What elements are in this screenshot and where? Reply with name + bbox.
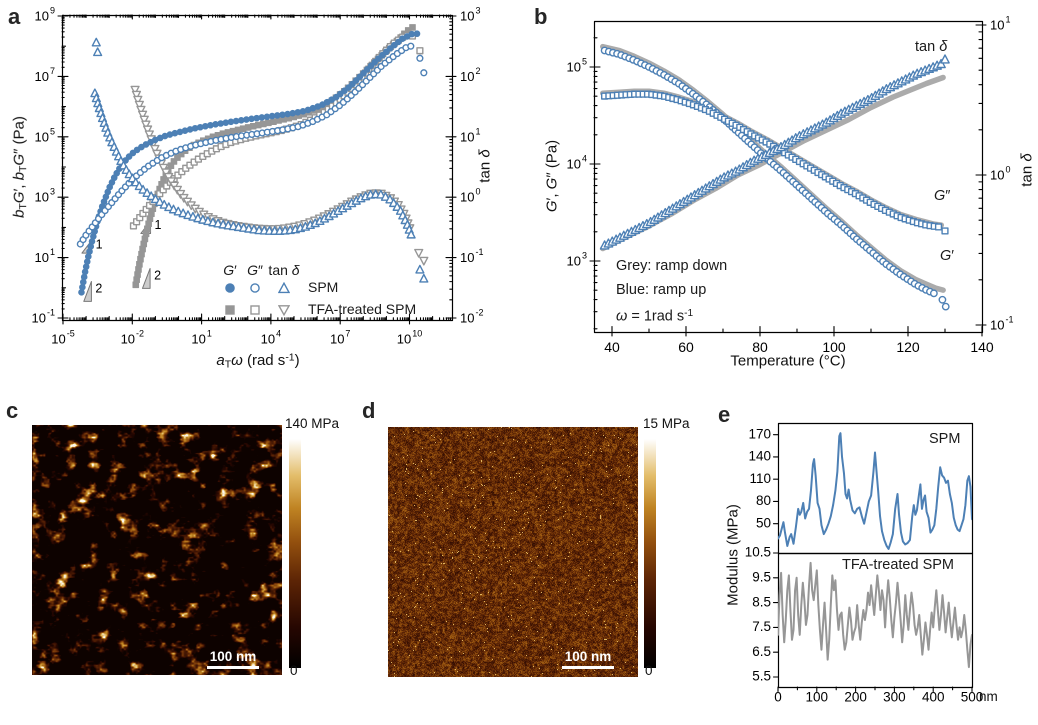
panel-d-colorbar [644,439,656,668]
legend-row-label-1: TFA-treated SPM [308,301,417,317]
panel-b-letter: b [534,4,548,29]
panel-c-scalebar [207,666,259,669]
panel-d-colorbar-max-label: 15 MPa [643,416,690,431]
panel-d-scalebar [562,666,614,669]
panel-b-note-grey: Grey: ramp down [616,258,728,274]
panel-b-x-axis-title: Temperature (°C) [730,352,846,370]
legend-marker-circle-filled-row0 [225,283,235,293]
panel-d-colorbar-min-label: 0 [645,663,653,678]
panel-e-spm-label: SPM [929,431,961,447]
panel-c-colorbar-min-label: 0 [290,663,298,678]
panel-a-legend: G′ G″ tan δ SPM TFA-treated SPM [216,256,448,322]
panel-c-letter: c [6,398,19,423]
panel-a-y-axis-left-title: bTG′, bTG″ (Pa) [10,116,30,218]
legend-header-0: G′ [223,262,237,278]
panel-b-g1-label: G′ [940,248,954,264]
panel-c-scalebar-label: 100 nm [209,649,257,664]
panel-d-letter: d [362,398,376,423]
legend-header-1: G″ [247,262,263,278]
panel-e-letter: e [718,402,731,427]
panel-a-y-axis-right-title: tan δ [476,149,494,183]
panel-b-y-axis-left-title: G′, G″ (Pa) [543,139,561,213]
panel-c-colorbar [289,439,301,668]
legend-marker-tri-down-open-row1 [278,305,290,316]
legend-marker-circle-open-row0 [250,283,260,293]
panel-a-letter: a [8,4,21,29]
legend-row-label-0: SPM [308,279,339,295]
panel-d-scalebar-label: 100 nm [564,649,612,664]
panel-b-note-blue: Blue: ramp up [616,281,707,298]
panel-a-x-axis-title: aTω (rad s-1) [216,351,300,371]
panel-e-y-axis-title: Modulus (MPa) [724,504,742,606]
legend-header-2: tan δ [268,262,300,278]
panel-e-x-unit-label: nm [979,689,998,704]
panel-b-g2-label: G″ [934,188,951,204]
legend-marker-square-open-row1 [250,305,260,315]
legend-marker-square-filled-row1 [225,305,235,315]
panel-e-tfa-label: TFA-treated SPM [842,557,955,573]
panel-b-note-omega: ω = 1rad s-1 [616,308,694,325]
panel-b-y-axis-right-title: tan δ [1018,153,1036,187]
legend-marker-tri-up-open-row0 [278,282,290,294]
panel-b-tan-delta-label: tan δ [915,39,948,55]
panel-c-colorbar-max-label: 140 MPa [285,416,340,431]
